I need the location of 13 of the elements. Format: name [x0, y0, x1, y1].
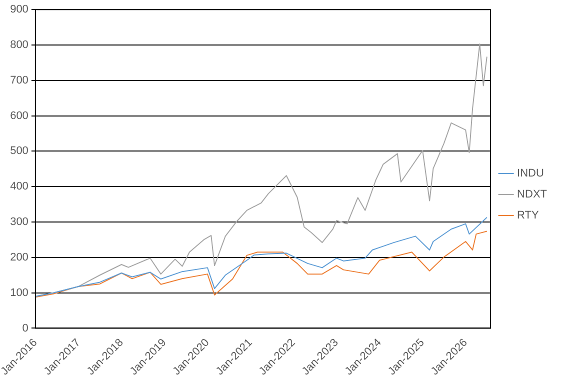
- legend-label: NDXT: [517, 188, 548, 201]
- y-tick-label: 800: [10, 39, 28, 52]
- y-tick-label: 500: [10, 145, 28, 158]
- y-tick-label: 900: [10, 4, 28, 16]
- y-tick-label: 200: [10, 251, 28, 264]
- y-tick-label: 400: [10, 180, 28, 193]
- y-tick-label: 300: [10, 216, 28, 228]
- legend-label: RTY: [517, 210, 540, 222]
- y-tick-label: 600: [10, 110, 28, 122]
- y-tick-label: 0: [22, 322, 28, 334]
- y-tick-label: 100: [10, 286, 28, 299]
- legend-label: INDU: [517, 168, 544, 180]
- y-tick-label: 700: [10, 74, 28, 86]
